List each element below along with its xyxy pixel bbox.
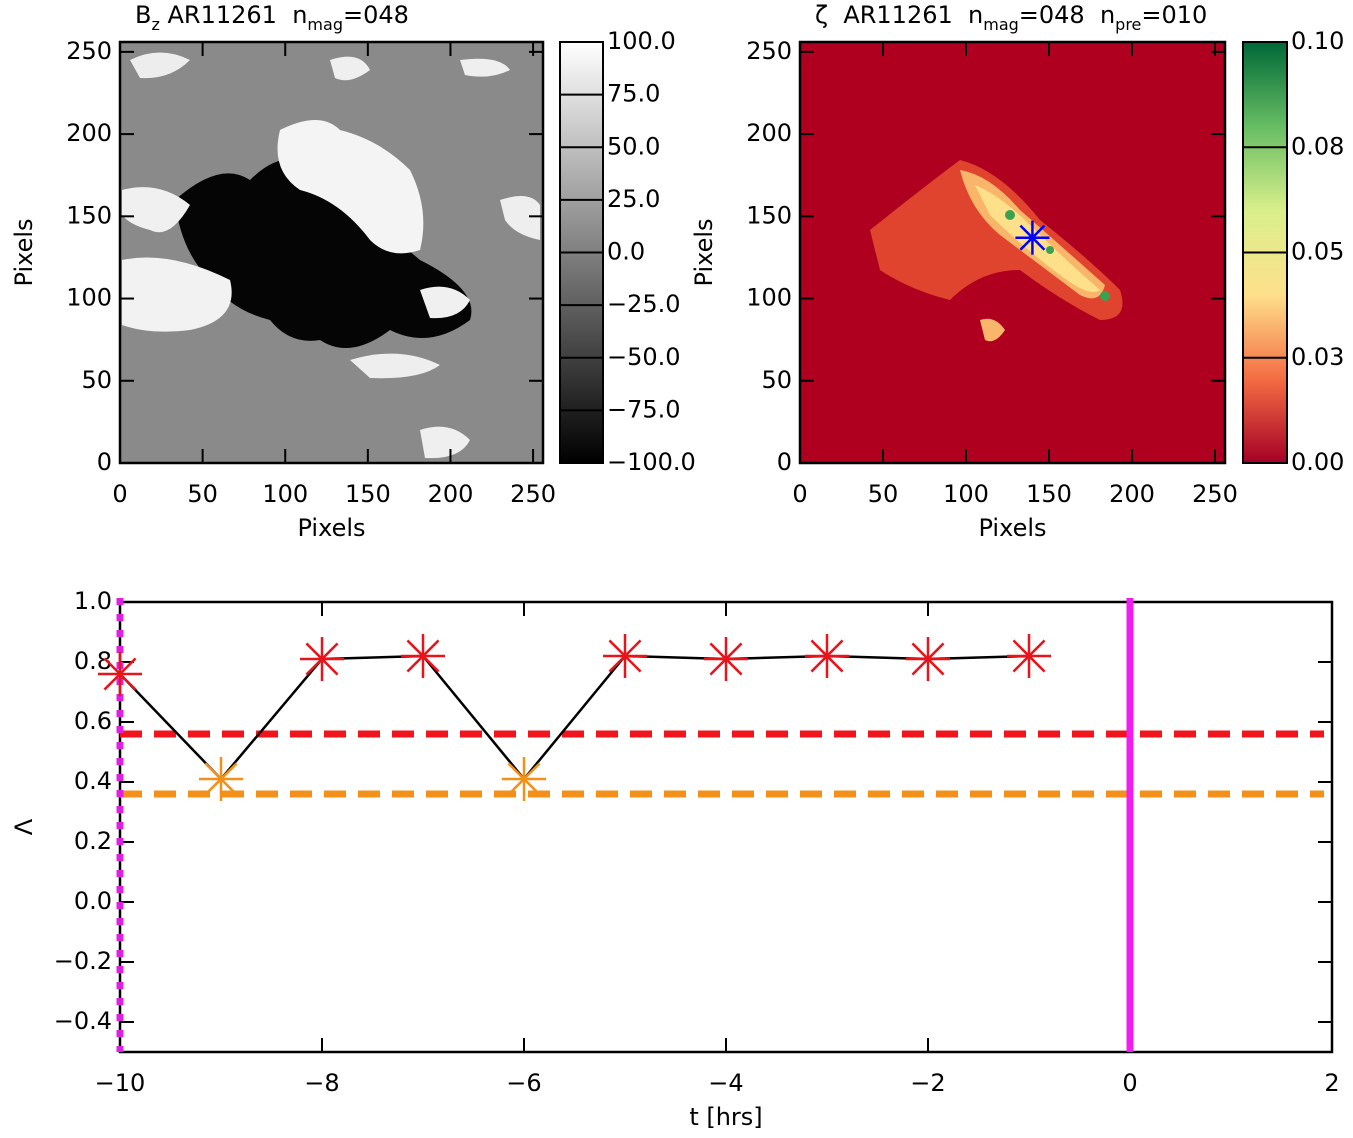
title-part: =048 <box>343 1 409 29</box>
asterisk-marker <box>300 637 344 681</box>
x-tick-label: 100 <box>943 480 989 508</box>
x-tick-label: 250 <box>510 480 556 508</box>
y-tick-label: −0.4 <box>54 1007 112 1035</box>
asterisk-marker <box>704 637 748 681</box>
y-tick-label: 100 <box>66 284 112 312</box>
asterisk-marker <box>603 634 647 678</box>
y-tick-label: 100 <box>746 284 792 312</box>
x-tick-label: 200 <box>1109 480 1155 508</box>
asterisk-marker <box>98 652 142 696</box>
colorbar-tick-label: 100.0 <box>607 27 676 55</box>
x-tick-label: 150 <box>1026 480 1072 508</box>
colorbar-tick-label: 25.0 <box>607 185 660 213</box>
plot-frame <box>798 40 1227 465</box>
asterisk-marker <box>906 637 950 681</box>
title-part: B <box>135 1 151 29</box>
colorbar-tick-label: 50.0 <box>607 132 660 160</box>
title-part: AR11261 n <box>160 1 308 29</box>
asterisk-stroke <box>305 642 339 676</box>
x-tick-label: −10 <box>95 1069 146 1097</box>
asterisk-stroke <box>406 639 440 673</box>
x-tick-label: 0 <box>112 480 127 508</box>
asterisk-stroke <box>204 762 238 796</box>
asterisk-stroke <box>709 642 743 676</box>
asterisk-stroke <box>103 657 137 691</box>
x-tick-label: −8 <box>304 1069 339 1097</box>
y-tick-label: 1.0 <box>74 587 112 615</box>
asterisk-marker <box>1007 634 1051 678</box>
x-tick-label: 2 <box>1324 1069 1339 1097</box>
asterisk-marker <box>502 757 546 801</box>
x-axis-label: Pixels <box>297 514 365 542</box>
y-tick-label: 0.4 <box>74 767 112 795</box>
asterisk-marker <box>401 634 445 678</box>
asterisk-marker <box>805 634 849 678</box>
colorbar-tick-label: 0.10 <box>1291 27 1344 55</box>
y-tick-label: 50 <box>761 366 792 394</box>
x-tick-label: 150 <box>345 480 391 508</box>
y-tick-label: 50 <box>81 366 112 394</box>
colorbar-tick-label: −100.0 <box>607 448 696 476</box>
asterisk-stroke <box>1012 639 1046 673</box>
x-tick-label: −4 <box>708 1069 743 1097</box>
y-tick-label: 0 <box>777 448 792 476</box>
title-part: mag <box>983 15 1019 34</box>
asterisk-stroke <box>1019 224 1046 251</box>
x-tick-label: 50 <box>187 480 218 508</box>
colorbar-tick-label: 75.0 <box>607 80 660 108</box>
colorbar-tick-label: −50.0 <box>607 343 681 371</box>
title-part: ζ <box>815 1 828 29</box>
title-part: pre <box>1115 15 1141 34</box>
y-tick-label: 250 <box>66 37 112 65</box>
y-tick-label: 200 <box>66 119 112 147</box>
title-part: =010 <box>1141 1 1207 29</box>
asterisk-stroke <box>608 639 642 673</box>
y-tick-label: 0.6 <box>74 707 112 735</box>
asterisk-marker <box>1015 220 1050 255</box>
x-tick-label: 0 <box>1122 1069 1137 1097</box>
y-tick-label: 0.2 <box>74 827 112 855</box>
chart-title: ζ AR11261 nmag=048 npre=010 <box>815 1 1207 34</box>
x-tick-label: −2 <box>910 1069 945 1097</box>
colorbar-tick-label: 0.0 <box>607 238 645 266</box>
title-part: mag <box>307 15 343 34</box>
asterisk-marker <box>199 757 243 801</box>
y-tick-label: 200 <box>746 119 792 147</box>
colorbar-tick-label: 0.08 <box>1291 132 1344 160</box>
colorbar-tick-label: 0.05 <box>1291 238 1344 266</box>
x-axis-label: Pixels <box>978 514 1046 542</box>
title-part: z <box>151 15 159 34</box>
y-axis-label: Pixels <box>690 218 718 286</box>
title-part: AR11261 n <box>828 1 983 29</box>
x-tick-label: 200 <box>428 480 474 508</box>
asterisk-stroke <box>810 639 844 673</box>
y-tick-label: 150 <box>66 201 112 229</box>
x-tick-label: −6 <box>506 1069 541 1097</box>
y-tick-label: 150 <box>746 201 792 229</box>
y-axis-label: Λ <box>10 818 38 835</box>
y-tick-label: 0 <box>97 448 112 476</box>
x-axis-label: t [hrs] <box>689 1103 762 1131</box>
colorbar-tick-label: 0.03 <box>1291 343 1344 371</box>
colorbar-tick-label: 0.00 <box>1291 448 1344 476</box>
colorbar-tick-label: −75.0 <box>607 395 681 423</box>
x-tick-label: 0 <box>792 480 807 508</box>
asterisk-stroke <box>911 642 945 676</box>
title-part: =048 n <box>1019 1 1115 29</box>
plot-frame <box>118 40 545 465</box>
chart-title: Bz AR11261 nmag=048 <box>135 1 409 34</box>
asterisk-stroke <box>507 762 541 796</box>
y-tick-label: 250 <box>746 37 792 65</box>
y-axis-label: Pixels <box>10 218 38 286</box>
y-tick-label: 0.0 <box>74 887 112 915</box>
x-tick-label: 50 <box>868 480 899 508</box>
colorbar-tick-label: −25.0 <box>607 290 681 318</box>
x-tick-label: 100 <box>262 480 308 508</box>
x-tick-label: 250 <box>1192 480 1238 508</box>
vorticity-image <box>800 42 1225 463</box>
y-tick-label: −0.2 <box>54 947 112 975</box>
magnetogram-image <box>120 42 543 463</box>
series-line <box>119 654 1030 781</box>
